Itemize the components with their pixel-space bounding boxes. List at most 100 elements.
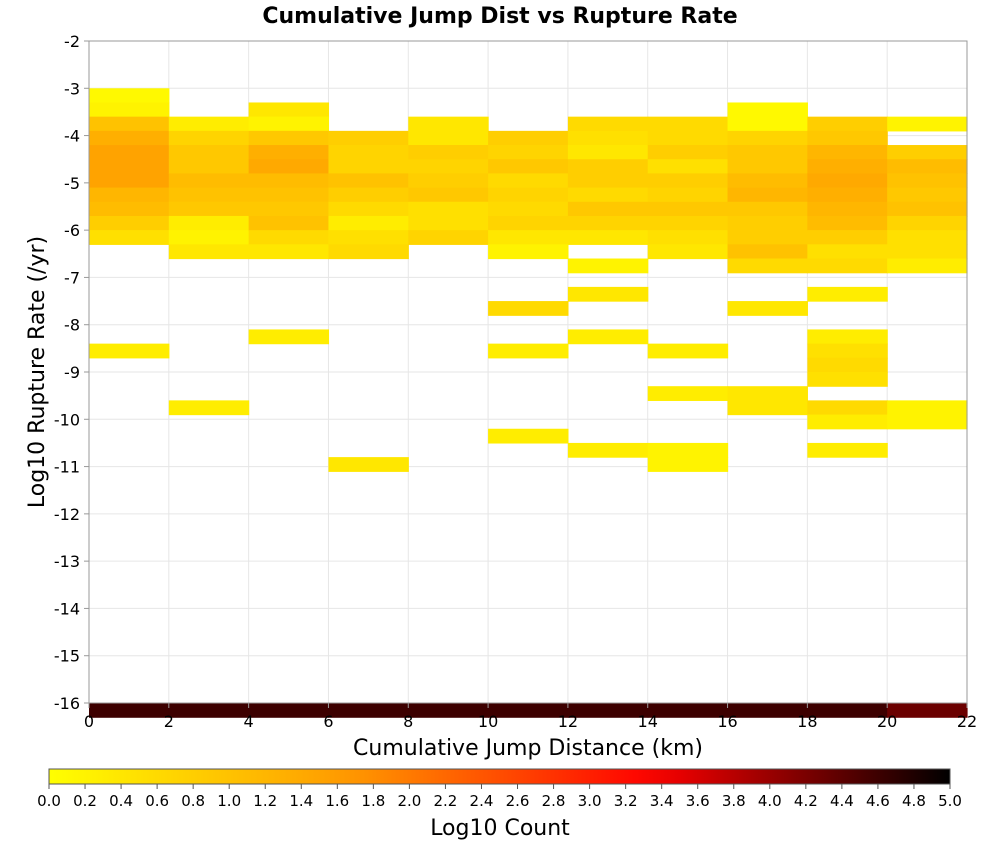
heatmap-cell [807,258,888,274]
heatmap-cell [408,703,489,718]
heatmap-cell [488,173,569,189]
heatmap-cell [727,301,808,316]
heatmap-cell [248,201,330,217]
heatmap-cell [887,145,968,160]
heatmap-cell [488,343,569,359]
heatmap-cell [248,187,330,203]
heatmap-cell [408,230,489,245]
colorbar-tick-label: 3.0 [578,792,602,810]
heatmap-cell [168,400,250,416]
heatmap-cell [567,187,649,203]
heatmap-cell [887,173,968,189]
heatmap-cell [567,116,649,132]
heatmap-cell [328,130,409,146]
heatmap-cell [408,130,489,146]
heatmap-cell [168,703,250,718]
x-tick-label: 8 [403,712,413,731]
heatmap-cell [647,116,729,132]
colorbar-tick-label: 1.2 [253,792,277,810]
heatmap-cell [647,173,729,189]
colorbar-tick-label: 2.2 [434,792,458,810]
heatmap-cell [887,230,968,245]
heatmap-cell [887,244,968,260]
heatmap-cell [567,145,649,160]
heatmap-cell [647,230,729,245]
x-axis-label: Cumulative Jump Distance (km) [353,736,703,761]
heatmap-cell [727,173,808,189]
y-tick-label: -3 [64,79,80,98]
heatmap-cell [89,145,170,160]
heatmap-cell [168,230,250,245]
colorbar-tick-label: 0.6 [145,792,169,810]
heatmap-cell [887,201,968,217]
y-tick-label: -6 [64,221,80,240]
heatmap-cell [807,400,888,416]
y-tick-label: -11 [54,458,80,477]
heatmap-cell [328,187,409,203]
colorbar-tick-label: 4.6 [866,792,890,810]
heatmap-cell [89,343,170,359]
heatmap-cell [488,428,569,444]
heatmap-cell [647,187,729,203]
colorbar-tick-label: 2.4 [470,792,494,810]
colorbar-label: Log10 Count [430,816,570,841]
heatmap-cell [807,187,888,203]
colorbar [48,768,951,785]
heatmap-cell [168,201,250,217]
heatmap-cell [567,201,649,217]
heatmap-cell [248,230,330,245]
colorbar-tick-label: 1.8 [361,792,385,810]
heatmap-cell [647,201,729,217]
colorbar-tick-label: 0.8 [181,792,205,810]
colorbar-tick-label: 0.0 [37,792,61,810]
heatmap-cell [168,244,250,260]
heatmap-cell [887,400,968,416]
heatmap-cells [89,88,968,718]
heatmap-cell [727,145,808,160]
heatmap-cell [328,703,409,718]
colorbar-ticks: 0.0 0.2 0.4 0.6 0.8 1.0 1.2 1.4 1.6 1.8 2.0 2.2 2.4 2… [37,784,962,810]
colorbar-tick-label: 1.6 [325,792,349,810]
heatmap-cell [647,343,729,359]
heatmap-cell [567,329,649,345]
heatmap-cell [647,442,729,458]
heatmap-cell [807,215,888,231]
heatmap-cell [248,159,330,174]
heatmap-cell [887,187,968,203]
heatmap-cell [727,244,808,260]
colorbar-tick-label: 4.4 [830,792,854,810]
heatmap-cell [408,201,489,217]
heatmap-cell [567,286,649,302]
x-tick-label: 20 [877,712,897,731]
colorbar-tick-label: 5.0 [938,792,962,810]
heatmap-cell [727,201,808,217]
heatmap-cell [248,145,330,160]
heatmap-cell [488,230,569,245]
heatmap-cell [567,230,649,245]
colorbar-tick-label: 4.2 [794,792,818,810]
heatmap-cell [887,116,968,132]
heatmap-cell [168,145,250,160]
heatmap-cell [168,215,250,231]
y-tick-label: -10 [54,410,80,429]
heatmap-cell [248,130,330,146]
heatmap-cell [168,130,250,146]
heatmap-cell [488,244,569,260]
x-tick-label: 10 [478,712,498,731]
heatmap-cell [408,187,489,203]
colorbar-tick-label: 1.0 [217,792,241,810]
heatmap-cell [89,88,170,104]
y-tick-label: -13 [54,552,80,571]
colorbar-tick-label: 1.4 [289,792,313,810]
colorbar-tick-label: 4.8 [902,792,926,810]
heatmap-cell [488,703,569,718]
heatmap-cell [328,230,409,245]
heatmap-cell [807,201,888,217]
colorbar-tick-label: 3.4 [650,792,674,810]
heatmap-cell [89,102,170,118]
heatmap-cell [488,187,569,203]
x-tick-label: 12 [558,712,578,731]
heatmap-cell [807,230,888,245]
heatmap-cell [567,442,649,458]
